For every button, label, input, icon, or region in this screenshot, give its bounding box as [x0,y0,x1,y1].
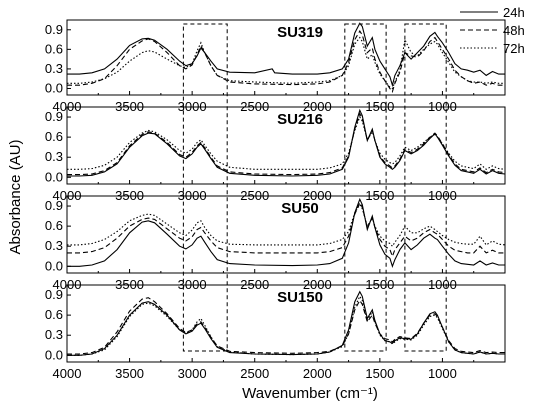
x-tick-label: 3000 [178,366,207,381]
y-tick-label: 0.9 [45,22,63,37]
x-tick-label: 2000 [303,366,332,381]
highlight-region-box [344,23,387,352]
y-tick-label: 0.6 [45,41,63,56]
x-tick-label: 4000 [53,366,82,381]
legend-label-24h: 24h [503,5,525,20]
y-tick-label: 0.3 [45,327,63,342]
y-tick-label: 0.0 [45,80,63,95]
panel-title: SU150 [277,289,323,306]
series-line-48h [67,112,506,176]
x-tick-label: 1000 [428,366,457,381]
legend-label-72h: 72h [503,41,525,56]
x-axis-label: Wavenumber (cm⁻¹) [242,385,378,402]
y-tick-label: 0.3 [45,61,63,76]
legend-label-48h: 48h [503,23,525,38]
series-line-72h [67,295,505,356]
x-tick-label: 1500 [365,366,394,381]
y-tick-label: 0.0 [45,169,63,184]
series-line-24h [67,108,506,177]
y-axis-label: Absorbance (AU) [7,139,24,254]
series-line-48h [67,297,505,355]
y-tick-label: 0.3 [45,149,63,164]
y-tick-label: 0.6 [45,218,63,233]
highlight-region-box [404,23,447,352]
x-tick-label: 2500 [240,366,269,381]
y-tick-label: 0.6 [45,307,63,322]
x-tick-label: 3500 [115,366,144,381]
highlight-region-box [182,23,228,352]
y-tick-label: 0.9 [45,198,63,213]
series-line-72h [67,203,506,248]
panel-title: SU50 [281,200,319,217]
legend: 24h 48h 72h [460,5,525,56]
series-line-24h [67,197,505,268]
y-tick-label: 0.3 [45,238,63,253]
y-tick-label: 0.9 [45,287,63,302]
panel-su150: 0.0 0.3 0.6 0.9 4000 3500 3000 2500 2000 1500 1000… [45,284,506,381]
y-tick-label: 0.9 [45,109,63,124]
series-line-48h [67,30,505,93]
panel-title: SU216 [277,111,323,128]
y-tick-label: 0.6 [45,129,63,144]
series-line-48h [67,201,505,258]
series-line-72h [67,115,506,170]
y-tick-label: 0.0 [45,258,63,273]
panel-title: SU319 [277,24,323,41]
y-tick-label: 0.0 [45,347,63,362]
